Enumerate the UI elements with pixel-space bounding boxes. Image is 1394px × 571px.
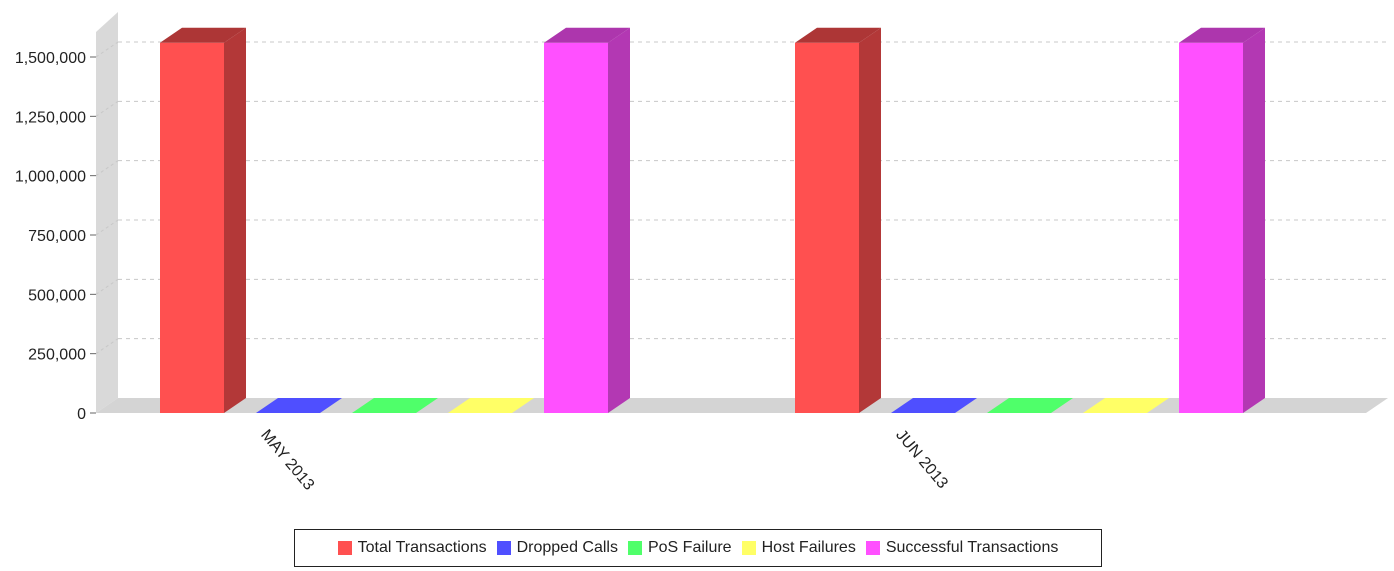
legend-label: PoS Failure <box>647 539 732 556</box>
x-tick-label: JUN 2013 <box>892 427 951 493</box>
legend-swatch <box>865 541 880 555</box>
gridlines <box>95 41 1388 355</box>
bar <box>1179 42 1243 413</box>
bar <box>160 42 224 413</box>
x-axis: MAY 2013 JUN 2013 <box>257 427 951 494</box>
bar-top <box>160 27 246 43</box>
side-wall <box>96 12 118 413</box>
bar-zero <box>448 398 534 413</box>
gridline-side <box>95 338 119 355</box>
legend-swatch <box>496 541 511 555</box>
legend-item: Total Transactions <box>337 539 487 557</box>
bar <box>795 42 859 413</box>
y-tick-label: 1,250,000 <box>15 109 86 126</box>
y-tick-label: 1,500,000 <box>15 50 86 67</box>
legend-label: Dropped Calls <box>516 539 618 556</box>
x-tick-label: MAY 2013 <box>257 427 317 494</box>
bar <box>544 42 608 413</box>
gridline-side <box>95 41 119 58</box>
y-tick-label: 500,000 <box>28 287 86 304</box>
bar-side <box>1243 27 1265 413</box>
gridline-side <box>95 160 119 177</box>
legend-item: Dropped Calls <box>496 539 618 557</box>
gridline-side <box>95 219 119 236</box>
legend-swatch <box>741 541 756 555</box>
gridline-side <box>95 278 119 295</box>
gridline-side <box>95 100 119 117</box>
bar-top <box>1179 27 1265 43</box>
bar-zero <box>987 398 1073 413</box>
bar-side <box>224 27 246 413</box>
legend-swatch <box>337 541 352 555</box>
bar-side <box>859 27 881 413</box>
bar-zero <box>1083 398 1169 413</box>
legend-item: PoS Failure <box>627 539 732 557</box>
chart-legend: Total Transactions Dropped Calls PoS Failu… <box>294 529 1102 567</box>
y-tick-label: 250,000 <box>28 347 86 364</box>
legend-label: Successful Transactions <box>885 539 1059 556</box>
bar-zero <box>891 398 977 413</box>
y-tick-label: 0 <box>77 406 86 423</box>
bar-top <box>795 27 881 43</box>
bar-top <box>544 27 630 43</box>
legend-item: Host Failures <box>741 539 856 557</box>
legend-swatch <box>627 541 642 555</box>
y-tick-label: 750,000 <box>28 228 86 245</box>
bar-zero <box>352 398 438 413</box>
y-tick-label: 1,000,000 <box>15 169 86 186</box>
legend-label: Host Failures <box>761 539 856 556</box>
legend-label: Total Transactions <box>357 539 487 556</box>
bars <box>160 27 1265 413</box>
bar-zero <box>256 398 342 413</box>
legend-item: Successful Transactions <box>865 539 1059 557</box>
y-axis: 0 250,000 500,000 750,000 1,000,000 1,250,000… <box>15 50 96 423</box>
bar-side <box>608 27 630 413</box>
